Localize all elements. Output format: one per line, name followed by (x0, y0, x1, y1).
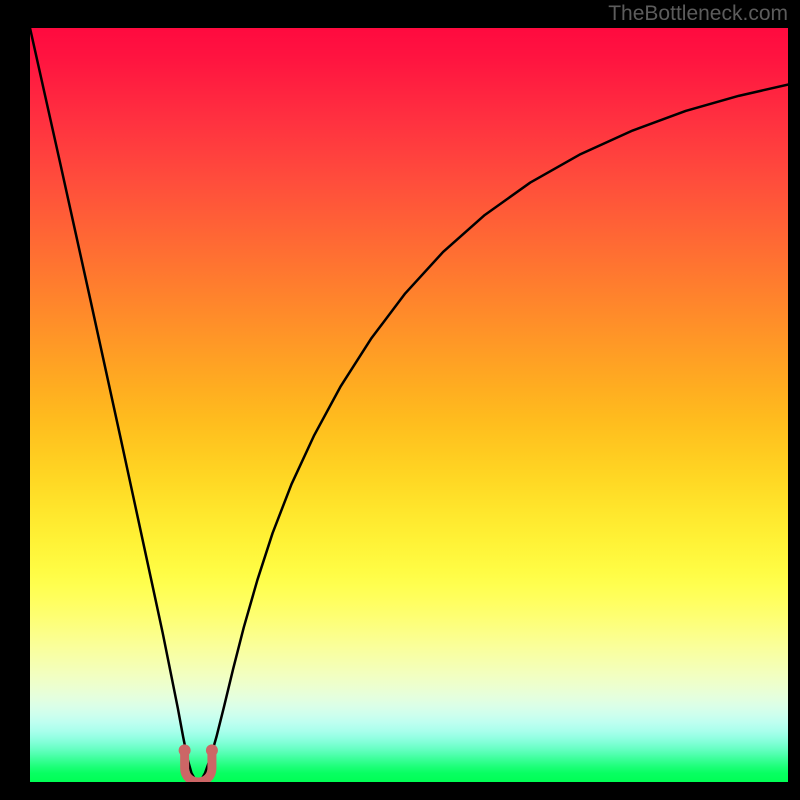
watermark-text: TheBottleneck.com (608, 2, 788, 25)
plot-area (30, 28, 788, 782)
bottleneck-chart: TheBottleneck.com (0, 0, 800, 800)
gradient-background (30, 28, 788, 782)
chart-svg: TheBottleneck.com (0, 0, 800, 800)
